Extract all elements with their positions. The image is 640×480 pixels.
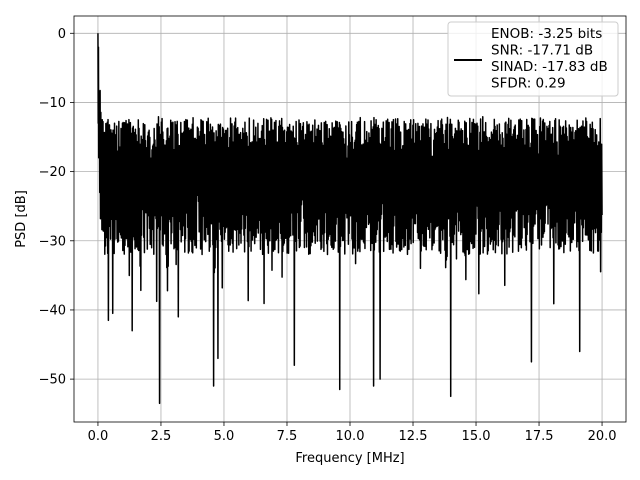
x-tick-label: 0.0 (88, 429, 109, 444)
x-tick-label: 15.0 (462, 429, 491, 444)
y-tick-label: −50 (39, 373, 66, 388)
legend-box (447, 21, 619, 97)
y-tick-label: −10 (39, 96, 66, 111)
y-tick-label: −20 (39, 165, 66, 180)
psd-series (97, 33, 603, 405)
y-axis-label: PSD [dB] (14, 190, 29, 248)
x-tick-label: 2.5 (151, 429, 172, 444)
y-tick-label: −40 (39, 303, 66, 318)
psd-line (97, 33, 603, 405)
x-axis-label: Frequency [MHz] (295, 451, 404, 466)
legend-sinad: SINAD: -17.83 dB (491, 59, 608, 75)
legend-sfdr: SFDR: 0.29 (491, 76, 566, 92)
legend-snr: SNR: -17.71 dB (491, 43, 593, 59)
y-tick-label: 0 (58, 27, 66, 42)
x-tick-label: 20.0 (588, 429, 617, 444)
legend: ENOB: -3.25 bits SNR: -17.71 dB SINAD: -… (447, 21, 619, 97)
x-tick-label: 7.5 (277, 429, 298, 444)
ticks: 0.0 2.5 5.0 7.5 10.0 12.5 15.0 17.5 20.0 0 −10 −20 −… (39, 27, 617, 444)
y-tick-label: −30 (39, 234, 66, 249)
x-tick-label: 12.5 (399, 429, 428, 444)
x-tick-label: 5.0 (214, 429, 235, 444)
x-tick-label: 10.0 (336, 429, 365, 444)
x-tick-label: 17.5 (525, 429, 554, 444)
legend-enob: ENOB: -3.25 bits (491, 26, 602, 42)
